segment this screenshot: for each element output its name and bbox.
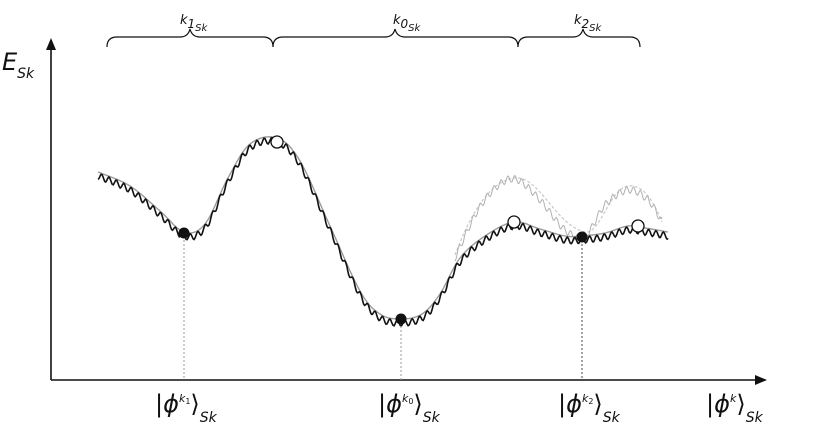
axes	[46, 38, 767, 385]
y-axis-arrowhead	[46, 38, 56, 50]
markers	[178, 135, 645, 325]
minimum-marker-k0	[395, 313, 407, 325]
x-axis-arrowhead	[755, 375, 767, 385]
brace-label-k1: k1Sk	[180, 13, 209, 34]
minimum-marker-k1	[178, 227, 190, 239]
smooth-energy-curve	[97, 136, 669, 320]
drop-lines	[183, 236, 583, 380]
ket-label-k1: |ϕk1⟩Sk	[155, 390, 218, 426]
brace-label-k0: k0Sk	[393, 13, 422, 34]
maximum-marker-1	[270, 135, 284, 149]
x-axis-label: |ϕk⟩Sk	[706, 390, 764, 426]
minimum-marker-k2	[576, 231, 588, 243]
maximum-marker-2	[507, 215, 521, 229]
ghost-noisy-curve	[454, 174, 663, 262]
braces	[106, 28, 641, 48]
brace-label-k2: k2Sk	[574, 13, 603, 34]
y-axis-label: ESk	[2, 48, 35, 82]
ket-label-k2: |ϕk2⟩Sk	[558, 390, 621, 426]
ket-label-k0: |ϕk0⟩Sk	[378, 390, 441, 426]
brace-k1	[106, 28, 274, 48]
maximum-marker-3	[631, 219, 645, 233]
noisy-energy-curve	[97, 137, 669, 328]
brace-k0	[272, 28, 519, 48]
brace-k2	[517, 28, 641, 48]
ghost-smooth-curve	[454, 177, 663, 256]
